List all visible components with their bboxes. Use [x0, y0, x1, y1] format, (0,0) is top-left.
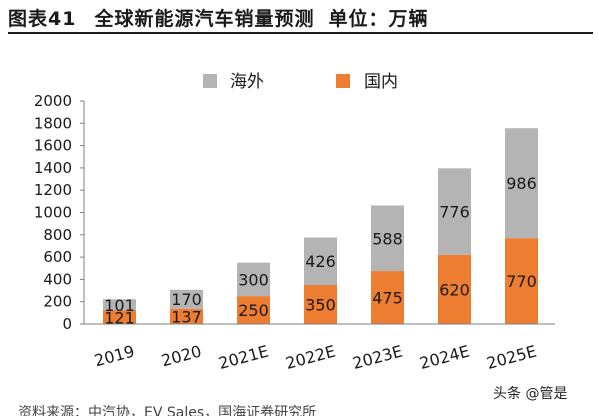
bar-overseas — [170, 289, 203, 309]
bar-domestic — [371, 271, 404, 324]
chart-title: 全球新能源汽车销量预测 — [94, 8, 315, 30]
x-tick-label: 2019 — [92, 342, 136, 371]
bar-overseas — [371, 205, 404, 272]
data-label-domestic: 250 — [238, 301, 269, 320]
y-tick-label: 1800 — [34, 114, 72, 132]
x-tick-label: 2024E — [418, 342, 472, 374]
watermark: 头条 @管是 — [487, 382, 574, 404]
legend-label-overseas: 海外 — [230, 72, 264, 92]
x-tick-label: 2023E — [351, 342, 405, 374]
y-tick-label: 1200 — [34, 181, 72, 199]
bar-domestic — [304, 284, 337, 324]
y-tick-label: 200 — [43, 293, 72, 311]
y-tick-label: 2000 — [34, 92, 72, 110]
x-tick-label: 2022E — [284, 342, 338, 374]
data-label-overseas: 986 — [506, 174, 537, 193]
figure-header: 图表41 全球新能源汽车销量预测 单位：万辆 — [8, 4, 593, 34]
bar-overseas — [304, 237, 337, 285]
figure-title: 图表41 全球新能源汽车销量预测 单位：万辆 — [8, 4, 428, 31]
bar-overseas — [103, 299, 136, 311]
legend-swatch-overseas — [203, 74, 217, 88]
unit-label: 单位：万辆 — [328, 8, 429, 30]
bar-domestic — [237, 296, 270, 324]
data-label-overseas: 426 — [305, 252, 336, 271]
y-tick-label: 1400 — [34, 159, 72, 177]
x-tick-label: 2020 — [159, 342, 203, 371]
x-tick-label: 2021E — [217, 342, 271, 374]
data-label-overseas: 776 — [439, 203, 470, 222]
legend-label-domestic: 国内 — [364, 72, 398, 92]
y-tick-label: 1600 — [34, 137, 72, 155]
bar-overseas — [438, 168, 471, 255]
x-tick-label: 2025E — [485, 342, 539, 374]
y-tick-label: 400 — [43, 270, 72, 288]
title-rule — [8, 32, 593, 34]
data-label-overseas: 170 — [171, 290, 202, 309]
data-label-overseas: 588 — [372, 229, 403, 248]
data-label-overseas: 300 — [238, 270, 269, 289]
y-tick-label: 0 — [62, 315, 72, 333]
figure-number: 图表41 — [8, 8, 77, 30]
bar-domestic — [170, 308, 203, 324]
bar-overseas — [237, 262, 270, 297]
bar-domestic — [505, 238, 538, 324]
data-label-domestic: 620 — [439, 280, 470, 299]
data-label-domestic: 121 — [104, 308, 135, 327]
data-label-overseas: 101 — [104, 296, 135, 315]
bar-overseas — [505, 128, 538, 239]
data-label-domestic: 475 — [372, 289, 403, 308]
legend-swatch-domestic — [336, 74, 350, 88]
y-tick-label: 800 — [43, 226, 72, 244]
y-tick-label: 600 — [43, 248, 72, 266]
bar-domestic — [438, 254, 471, 324]
data-label-domestic: 770 — [506, 272, 537, 291]
y-tick-label: 1000 — [34, 204, 72, 222]
data-label-domestic: 350 — [305, 295, 336, 314]
data-label-domestic: 137 — [171, 307, 202, 326]
bar-domestic — [103, 310, 136, 324]
source-note: 资料来源：中汽协，EV Sales，国海证券研究所 — [18, 405, 317, 416]
